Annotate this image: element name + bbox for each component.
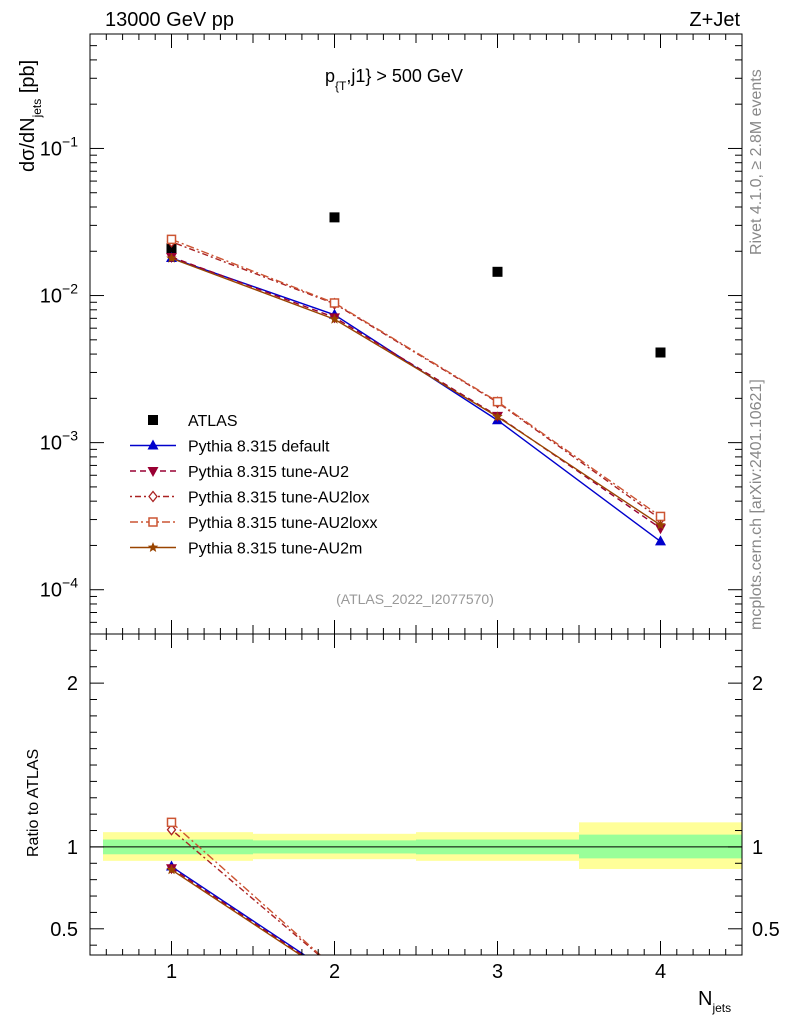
main-title-main: p <box>325 66 335 86</box>
ratio-y-tick-label-right: 1 <box>752 837 763 859</box>
main-ylabel-main: dσ/dN <box>17 117 39 172</box>
main-y-tick-exponent: −4 <box>62 575 78 591</box>
atlas-data-point <box>166 243 177 254</box>
x-tick-label: 3 <box>492 961 503 983</box>
main-ylabel-rest: [pb] <box>17 60 39 99</box>
ratio-y-axis-label: Ratio to ATLAS <box>25 749 42 857</box>
ratio-series-line-1 <box>171 867 304 955</box>
main-y-tick-mantissa: 10 <box>40 286 62 308</box>
series-point-3 <box>655 511 666 522</box>
header-left-label: 13000 GeV pp <box>105 9 234 31</box>
ratio-series-line-0 <box>171 865 306 955</box>
ratio-frame <box>89 633 743 956</box>
main-y-tick-exponent: −2 <box>62 281 78 297</box>
ratio-series-line-2 <box>171 829 320 955</box>
ratio-plot-area: 0.5 0.5 1 1 2 2 1 2 3 4 <box>50 633 780 983</box>
main-y-tick-mantissa: 10 <box>40 433 62 455</box>
main-y-tick-label: 10−3 <box>40 428 78 455</box>
ratio-y-tick-label-left: 1 <box>67 837 78 859</box>
ratio-y-tick-label-right: 2 <box>752 673 763 695</box>
ratio-series-line-4 <box>171 869 302 955</box>
main-title-sub: {T <box>335 79 347 93</box>
main-y-tick-exponent: −1 <box>62 133 78 149</box>
legend: ATLAS Pythia 8.315 default Pythia 8.315 tu… <box>130 413 377 558</box>
main-title-rest: ,j1} > 500 GeV <box>346 66 463 86</box>
ratio-y-tick-label-right: 0.5 <box>752 919 780 941</box>
ratio-series <box>166 817 322 955</box>
atlas-data-point <box>329 212 340 223</box>
main-y-axis-label: dσ/dNjets [pb] <box>17 60 44 172</box>
source-label: (ATLAS_2022_I2077570) <box>336 591 494 607</box>
x-axis-label: Njets <box>698 988 731 1015</box>
ratio-series-point-2 <box>166 823 177 836</box>
legend-label-atlas: ATLAS <box>188 413 238 430</box>
series-line-1 <box>171 256 661 529</box>
ratio-series-line-3 <box>171 821 322 955</box>
x-label-sub: jets <box>711 1001 731 1015</box>
main-y-tick-mantissa: 10 <box>40 138 62 160</box>
main-ylabel-sub: jets <box>30 99 44 119</box>
ratio-y-tick-label-left: 2 <box>67 673 78 695</box>
main-plot-area: 10−110−210−310−4 <box>40 33 743 635</box>
legend-marker-3 <box>148 517 158 527</box>
mcplots-side-label: mcplots.cern.ch [arXiv:2401.10621] <box>748 379 765 630</box>
main-y-tick-label: 10−4 <box>40 575 78 602</box>
series-point-3 <box>492 396 503 407</box>
main-title: p{T,j1} > 500 GeV <box>325 66 463 93</box>
main-y-tick-label: 10−2 <box>40 281 78 308</box>
legend-marker-atlas <box>148 415 158 425</box>
legend-label-0: Pythia 8.315 default <box>188 439 330 456</box>
atlas-data-point <box>655 347 666 358</box>
legend-label-3: Pythia 8.315 tune-AU2loxx <box>188 515 377 532</box>
legend-marker-4 <box>147 542 159 552</box>
legend-label-1: Pythia 8.315 tune-AU2 <box>188 464 349 481</box>
x-tick-label: 4 <box>655 961 666 983</box>
ratio-series-point-3 <box>166 817 177 828</box>
series-point-3 <box>329 298 340 308</box>
ratio-series-point-4 <box>166 864 177 875</box>
main-y-tick-exponent: −3 <box>62 428 78 444</box>
main-y-tick-mantissa: 10 <box>40 580 62 602</box>
ratio-y-tick-label-left: 0.5 <box>50 919 78 941</box>
legend-marker-1 <box>147 467 159 477</box>
series-point-4 <box>166 252 177 263</box>
series-point-4 <box>329 313 340 324</box>
rivet-side-label: Rivet 4.1.0, ≥ 2.8M events <box>748 69 765 255</box>
series-line-4 <box>171 257 661 526</box>
legend-label-4: Pythia 8.315 tune-AU2m <box>188 541 362 558</box>
series-point-0 <box>655 535 666 546</box>
series-point-4 <box>492 411 503 422</box>
x-tick-label: 1 <box>166 961 177 983</box>
ratio-bands <box>103 822 742 870</box>
series-line-3 <box>171 238 661 518</box>
header-right-label: Z+Jet <box>689 9 740 31</box>
x-label-main: N <box>698 988 712 1010</box>
series-point-3 <box>166 234 177 245</box>
legend-marker-0 <box>147 439 159 450</box>
legend-label-2: Pythia 8.315 tune-AU2lox <box>188 490 369 507</box>
legend-marker-2 <box>148 490 158 503</box>
series-point-1 <box>655 524 666 535</box>
atlas-data-point <box>492 266 503 277</box>
series-point-4 <box>655 519 666 530</box>
x-tick-label: 2 <box>329 961 340 983</box>
main-y-tick-label: 10−1 <box>40 133 78 160</box>
